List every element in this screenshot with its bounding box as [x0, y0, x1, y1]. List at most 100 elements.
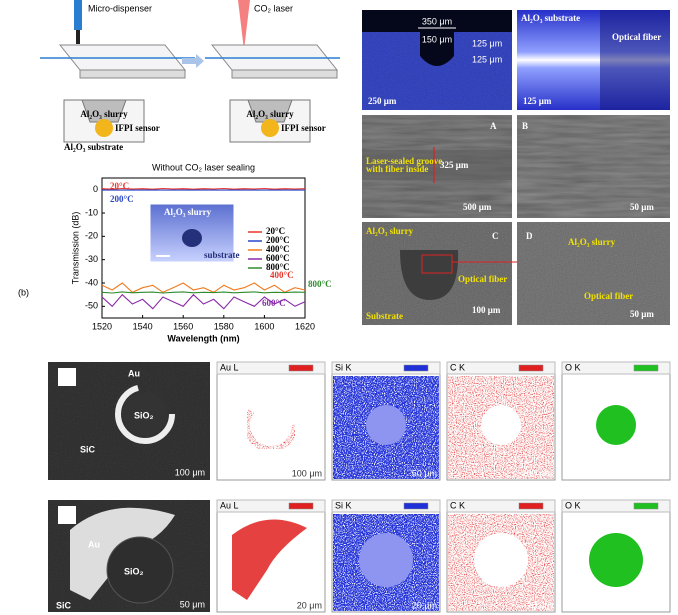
scale-label: 20 μm: [412, 600, 437, 610]
scale-label: 100 μm: [637, 468, 667, 478]
sensor: [95, 119, 113, 137]
y-tick-label: -40: [85, 277, 98, 287]
colorbar: [633, 502, 659, 510]
substrate-edge: [231, 69, 338, 79]
inset-label: Al₂O₃ slurry: [164, 207, 212, 217]
sem-label: SiO₂: [124, 566, 144, 576]
tool-label: CO₂ laser: [254, 3, 293, 13]
annotation: 800°C: [308, 279, 332, 289]
map-label: C K: [450, 362, 465, 372]
dimension-label: 350 μm: [422, 16, 452, 26]
x-tick-label: 1560: [173, 321, 193, 331]
x-axis-label: Wavelength (nm): [167, 333, 239, 343]
substrate-edge: [79, 69, 186, 79]
scale-label: 50 μm: [630, 309, 654, 319]
substrate-label: Al₂O₃ substrate: [521, 13, 580, 23]
scale-label: 50 μm: [180, 599, 205, 609]
scale-label: 40 μm: [642, 600, 667, 610]
panel-letter: C: [492, 231, 499, 241]
inset-fiber: [182, 229, 202, 247]
micrograph: [517, 115, 670, 218]
map-label: Si K: [335, 362, 352, 372]
colorbar: [403, 502, 429, 510]
colorbar: [403, 364, 429, 372]
map-label: C K: [450, 500, 465, 510]
y-tick-label: -30: [85, 254, 98, 264]
panel-letter: D: [526, 231, 533, 241]
annotation: 400°C: [270, 270, 294, 280]
scale-label: 20 μm: [527, 600, 552, 610]
element-region: [589, 533, 643, 587]
scale-label: 250 μm: [368, 96, 397, 106]
element-void: [474, 533, 528, 587]
element-void: [481, 405, 521, 445]
micrograph: [517, 222, 670, 325]
transmission-chart: Without CO₂ laser sealing 0 -10 -20 -30 -40 -5…: [70, 162, 331, 343]
note: with fiber inside: [366, 164, 428, 174]
sem-label: SiO₂: [134, 410, 154, 420]
y-axis-label: Transmission (dB): [70, 212, 80, 285]
x-tick-label: 1600: [254, 321, 274, 331]
slurry-label: Al₂O₃ slurry: [568, 237, 616, 247]
scale-label: 100 μm: [292, 468, 322, 478]
element-ring: [244, 398, 298, 452]
legend-label: 400°C: [266, 244, 290, 254]
map-label: Au L: [220, 362, 239, 372]
map-label: O K: [565, 362, 581, 372]
eds-maps: Au SiO₂ SiC 100 μm Au L 100 μm Si K 50 μm C K 100…: [48, 361, 671, 613]
sensor: [261, 119, 279, 137]
fiber-label: Optical fiber: [584, 291, 633, 301]
scale-label: 500 μm: [463, 202, 492, 212]
sensor-label: IFPI sensor: [281, 123, 326, 133]
groove: [362, 150, 512, 180]
sensor-label: IFPI sensor: [115, 123, 160, 133]
scale-label: 50 μm: [630, 202, 654, 212]
sem-label: Au: [88, 539, 100, 549]
x-tick-label: 1520: [92, 321, 112, 331]
annotation: 600°C: [262, 298, 286, 308]
dimension-label: 125 μm: [472, 54, 502, 64]
sio2-core: [123, 392, 167, 436]
groove: [400, 250, 459, 300]
map-label: Si K: [335, 500, 352, 510]
panel-letter: B: [522, 121, 528, 131]
groove: [247, 99, 293, 123]
au-ring: [115, 384, 175, 444]
dimension-label: 325 μm: [440, 160, 469, 170]
map-label: O K: [565, 500, 581, 510]
slurry-label: Al₂O₃ slurry: [246, 109, 294, 119]
element-region: [596, 405, 636, 445]
dimension-label: 150 μm: [422, 34, 452, 44]
zoom-box: [421, 254, 453, 274]
x-tick-label: 1620: [295, 321, 315, 331]
slurry-label: Al₂O₃ slurry: [366, 226, 414, 236]
sem-marker: [58, 368, 76, 386]
dispenser-body: [74, 0, 82, 30]
fiber-end: [600, 10, 670, 110]
tool-label: Micro-dispenser: [88, 3, 152, 13]
scale-label: 125 μm: [523, 96, 552, 106]
groove: [81, 99, 127, 123]
sem-marker: [58, 506, 76, 524]
inset-label: substrate: [204, 250, 240, 260]
element-region: [232, 519, 307, 600]
laser-beam: [238, 0, 250, 50]
colorbar: [633, 364, 659, 372]
groove: [420, 32, 454, 66]
process-arrow: [182, 54, 204, 68]
series-line: [101, 291, 306, 294]
dimension-label: 125 μm: [472, 38, 502, 48]
annotation: 20°C: [110, 181, 129, 191]
note: Laser-sealed groove: [366, 156, 442, 166]
chart-title: Without CO₂ laser sealing: [152, 162, 255, 172]
plot-frame: [101, 177, 306, 319]
substrate-label: Substrate: [366, 311, 403, 321]
element-void: [366, 405, 406, 445]
panel-letter: A: [490, 121, 497, 131]
fiber-label: Optical fiber: [612, 32, 661, 42]
map-label: Au L: [220, 500, 239, 510]
series-line: [101, 187, 306, 190]
sem-label: SiC: [80, 444, 96, 454]
legend-label: 600°C: [266, 253, 290, 263]
dispenser-tip: [76, 30, 80, 44]
